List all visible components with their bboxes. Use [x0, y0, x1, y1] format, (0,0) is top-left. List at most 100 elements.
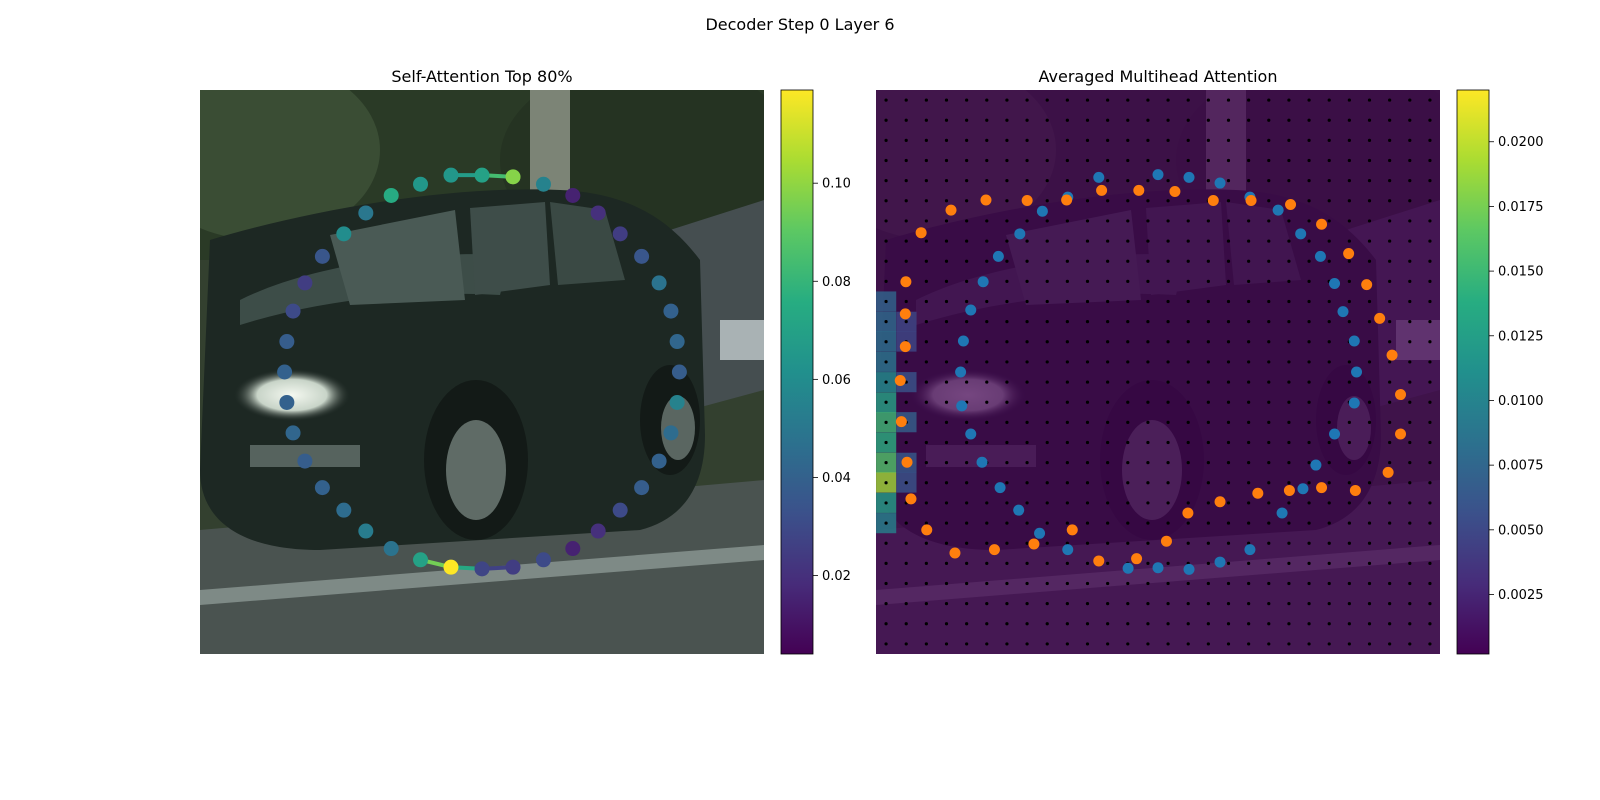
grid-point	[1428, 179, 1432, 183]
grid-point	[1045, 158, 1049, 163]
grid-point	[1428, 259, 1432, 263]
grid-point	[1025, 602, 1029, 606]
grid-point	[1347, 481, 1351, 485]
grid-point	[1267, 219, 1271, 223]
grid-point	[1166, 420, 1170, 424]
grid-point	[1226, 179, 1231, 183]
grid-point	[985, 98, 989, 102]
grid-point	[1085, 239, 1090, 243]
grid-point	[1146, 259, 1150, 263]
grid-point	[1065, 420, 1069, 424]
grid-point	[1428, 541, 1432, 545]
sampling-point	[1034, 527, 1046, 539]
grid-point	[1166, 521, 1170, 525]
grid-point	[1206, 642, 1210, 646]
grid-point	[904, 239, 908, 243]
grid-point	[1146, 179, 1150, 183]
grid-point	[1226, 642, 1231, 646]
grid-point	[1045, 561, 1049, 565]
grid-point	[1206, 581, 1210, 586]
grid-point	[1408, 380, 1412, 384]
grid-point	[1367, 622, 1372, 626]
grid-point	[884, 481, 888, 485]
grid-point	[965, 179, 969, 183]
grid-point	[1085, 521, 1090, 525]
grid-point	[1367, 642, 1372, 646]
grid-point	[904, 521, 908, 525]
grid-point	[1166, 98, 1170, 102]
grid-point	[1408, 440, 1412, 445]
query-point	[612, 226, 628, 242]
grid-point	[1247, 239, 1251, 243]
self-attention-title: Self-Attention Top 80%	[391, 67, 572, 86]
grid-point	[904, 219, 908, 223]
grid-point	[944, 360, 949, 364]
grid-point	[1126, 320, 1130, 324]
grid-point	[944, 400, 949, 404]
sampling-point	[899, 341, 911, 353]
grid-point	[1126, 622, 1130, 626]
grid-point	[1347, 521, 1351, 525]
grid-point	[924, 138, 928, 142]
grid-point	[1307, 340, 1311, 344]
grid-point	[1307, 561, 1311, 565]
query-point	[651, 453, 667, 469]
grid-point	[1106, 299, 1110, 304]
grid-point	[1226, 320, 1231, 324]
grid-point	[985, 259, 989, 263]
sampling-point	[1297, 483, 1309, 495]
grid-point	[985, 622, 989, 626]
sampling-point	[1283, 484, 1295, 496]
grid-point	[924, 118, 928, 122]
grid-point	[1428, 219, 1432, 223]
grid-point	[1408, 98, 1412, 102]
self-attention-colorbar: 0.02 0.04 0.06 0.08 0.10	[780, 89, 851, 655]
grid-point	[1226, 501, 1231, 505]
grid-point	[1408, 581, 1412, 586]
grid-point	[944, 581, 949, 586]
grid-point	[1307, 622, 1311, 626]
grid-point	[944, 219, 949, 223]
grid-point	[884, 541, 888, 545]
sampling-point	[965, 304, 977, 316]
grid-point	[985, 239, 989, 243]
grid-point	[1025, 259, 1029, 263]
grid-point	[904, 320, 908, 324]
grid-point	[1146, 521, 1150, 525]
grid-point	[985, 501, 989, 505]
grid-point	[1126, 521, 1130, 525]
grid-point	[1206, 299, 1210, 304]
grid-point	[1367, 239, 1372, 243]
query-point	[565, 541, 581, 557]
grid-point	[924, 179, 928, 183]
grid-point	[1367, 440, 1372, 445]
grid-point	[1126, 581, 1130, 586]
grid-point	[904, 561, 908, 565]
grid-point	[1206, 98, 1210, 102]
grid-point	[965, 642, 969, 646]
grid-point	[965, 440, 969, 445]
grid-point	[1085, 299, 1090, 304]
grid-point	[1045, 602, 1049, 606]
grid-point	[1065, 279, 1069, 283]
grid-point	[1287, 360, 1291, 364]
grid-point	[1186, 521, 1190, 525]
grid-point	[1005, 158, 1009, 163]
grid-point	[1126, 179, 1130, 183]
grid-point	[1146, 622, 1150, 626]
grid-point	[1126, 360, 1130, 364]
grid-point	[1307, 501, 1311, 505]
self-attention-points	[277, 167, 687, 577]
grid-point	[1247, 259, 1251, 263]
grid-point	[1287, 420, 1291, 424]
grid-point	[1428, 521, 1432, 525]
grid-point	[1287, 239, 1291, 243]
grid-point	[1226, 360, 1231, 364]
grid-point	[1085, 581, 1090, 586]
grid-point	[1005, 239, 1009, 243]
grid-point	[924, 501, 928, 505]
sampling-point	[1014, 228, 1026, 240]
grid-point	[1065, 602, 1069, 606]
grid-point	[1388, 380, 1392, 384]
grid-point	[1065, 219, 1069, 223]
